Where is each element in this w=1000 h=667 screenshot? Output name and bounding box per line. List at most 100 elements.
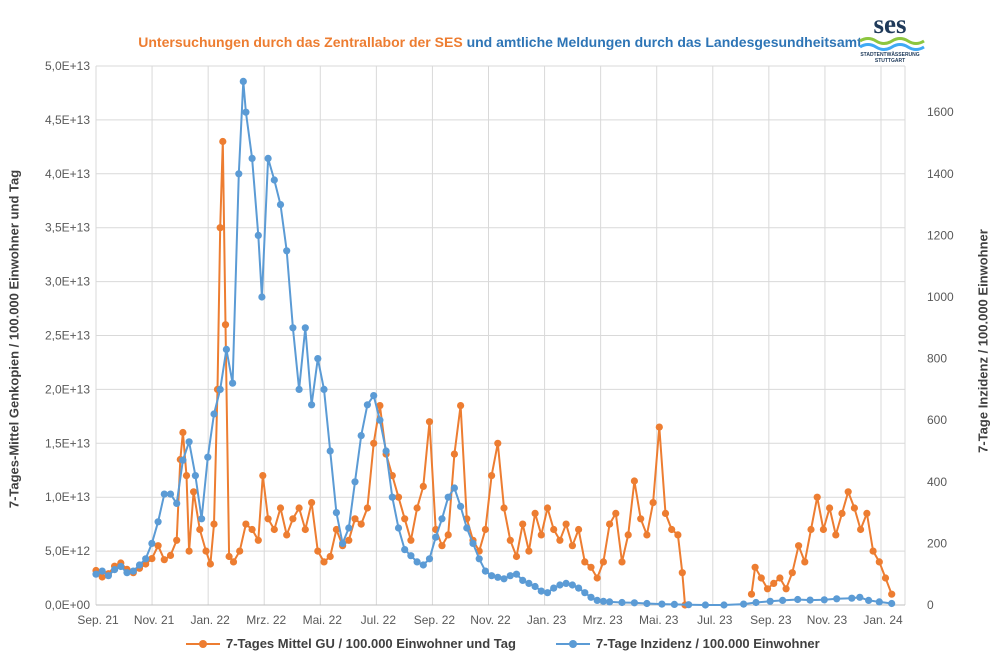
x-tick-label: Jan. 24 [863, 613, 903, 627]
data-point [475, 555, 483, 563]
data-point [865, 596, 873, 605]
data-point [129, 567, 137, 575]
data-point [98, 573, 106, 581]
data-point [376, 402, 384, 410]
data-point [98, 567, 106, 575]
y-left-tick-label: 4,5E+13 [45, 113, 90, 127]
y-right-tick-label: 1000 [927, 290, 954, 304]
data-point [258, 293, 266, 301]
data-point [370, 439, 378, 447]
data-point [612, 509, 620, 517]
y-axis-left-title: 7-Tages-Mittel Genkopien / 100.000 Einwo… [6, 169, 22, 509]
data-point [881, 574, 890, 582]
data-point [363, 504, 371, 512]
data-point [519, 520, 527, 528]
data-point [185, 438, 193, 446]
x-tick-label: Nov. 23 [807, 613, 848, 627]
data-point [838, 509, 846, 517]
data-point [763, 585, 772, 593]
data-point [308, 499, 316, 507]
data-point [875, 598, 883, 606]
chart-title-part1: Untersuchungen durch das Zentrallabor de… [138, 34, 463, 50]
data-point [788, 569, 796, 577]
series-gu [92, 137, 689, 609]
data-point [643, 599, 651, 608]
y-left-tick-label: 3,5E+13 [45, 221, 90, 235]
series-line [95, 80, 892, 606]
x-tick-label: Mai. 22 [303, 613, 343, 627]
data-point [221, 321, 230, 329]
logo-subtitle-line1: STADTENTWÄSSERUNG [860, 52, 920, 58]
data-point [236, 547, 244, 555]
data-point [345, 524, 353, 532]
data-point [813, 493, 821, 501]
data-point [254, 231, 262, 239]
data-point [587, 593, 595, 601]
data-point [757, 574, 765, 582]
data-point [166, 551, 175, 560]
data-point [295, 385, 303, 393]
data-point [314, 355, 322, 363]
data-point [111, 566, 119, 574]
data-point [179, 456, 187, 464]
data-point [276, 504, 285, 512]
chart-title: Untersuchungen durch das Zentrallabor de… [0, 34, 1000, 50]
y-left-tick-label: 1,0E+13 [45, 490, 90, 504]
data-point [525, 547, 533, 555]
data-point [820, 596, 828, 604]
data-point [506, 536, 514, 544]
data-point [550, 525, 558, 534]
data-point [581, 558, 589, 566]
data-point [264, 154, 272, 162]
data-point [376, 416, 384, 424]
x-tick-label: Jul. 22 [361, 613, 397, 627]
data-point [770, 579, 778, 588]
data-point [655, 423, 663, 431]
data-point [419, 561, 427, 569]
series-inzidenz [92, 77, 896, 609]
data-point [123, 569, 131, 577]
data-point [670, 600, 679, 609]
data-point [568, 542, 577, 550]
data-point [543, 589, 552, 597]
data-point [819, 525, 828, 534]
data-point [525, 579, 533, 588]
data-point [782, 585, 790, 593]
logo-text: ses [873, 9, 907, 39]
data-point [142, 560, 150, 568]
data-point [568, 581, 577, 589]
data-point [506, 572, 514, 580]
data-point [543, 504, 552, 512]
data-point [142, 555, 150, 563]
data-point [661, 509, 670, 517]
data-point [135, 561, 144, 569]
y-left-tick-label: 0,0E+00 [45, 598, 90, 612]
data-point [450, 450, 458, 458]
data-point [500, 504, 508, 512]
x-tick-label: Jan. 22 [190, 613, 230, 627]
data-point [413, 504, 421, 512]
data-point [556, 536, 564, 544]
data-point [301, 525, 309, 534]
logo-waves-icon [859, 37, 925, 51]
legend-marker-inzidenz-icon [556, 639, 590, 648]
data-point [179, 428, 187, 437]
y-left-tick-label: 4,0E+13 [45, 167, 90, 181]
data-point [556, 581, 564, 589]
data-point [388, 493, 396, 501]
data-point [332, 508, 340, 517]
data-point [148, 539, 156, 548]
y-axis-left-ticks: 0,0E+00 5,0E+12 1,0E+13 1,5E+13 2,0E+13 2,5E+… [45, 59, 90, 612]
data-point [593, 574, 601, 582]
data-point [438, 515, 446, 523]
legend-item-gu: 7-Tages Mittel GU / 100.000 Einwohner un… [186, 636, 516, 651]
grid-lines [95, 65, 906, 606]
data-point [795, 542, 803, 550]
legend-item-inzidenz: 7-Tage Inzidenz / 100.000 Einwohner [556, 636, 820, 651]
data-point [806, 596, 814, 604]
data-point [488, 572, 496, 580]
data-point [235, 170, 243, 178]
data-point [259, 472, 267, 480]
data-point [630, 477, 639, 485]
data-point [512, 552, 521, 561]
